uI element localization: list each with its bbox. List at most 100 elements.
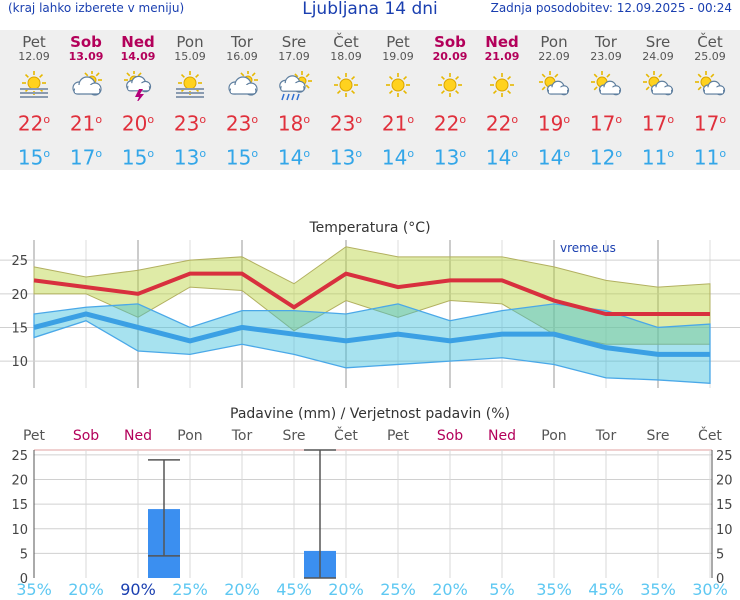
day-name: Sob — [70, 33, 102, 51]
day-date: 18.09 — [330, 50, 362, 63]
min-temperature: 15o — [121, 145, 155, 170]
daily-forecast-strip: Pet 12.09 22o 15o Sob 13.09 21o 17o Ned 14.09 20o 1… — [0, 30, 740, 170]
day-name: Pon — [540, 33, 568, 51]
day-column: Pet 19.09 21o 14o — [372, 30, 424, 168]
cloudy-icon — [72, 71, 102, 96]
partly-cloudy-icon — [539, 71, 570, 96]
min-temperature: 14o — [485, 145, 519, 170]
precip-probability: 25% — [380, 580, 416, 599]
max-temperature: 23o — [173, 111, 207, 136]
watermark-vreme-us: vreme.us — [560, 241, 616, 255]
day-column: Sre 24.09 17o 11o — [632, 30, 684, 168]
y-tick-label-left: 25 — [11, 449, 28, 464]
cloudy-icon — [228, 71, 258, 96]
partly-cloudy-icon — [643, 71, 674, 96]
y-tick-label: 10 — [11, 355, 28, 370]
precip-day-label: Sre — [282, 428, 306, 444]
day-date: 20.09 — [432, 50, 468, 63]
precip-probability: 35% — [640, 580, 676, 599]
day-column: Sob 13.09 21o 17o — [60, 30, 112, 168]
max-temperature: 21o — [69, 111, 103, 136]
min-temperature: 11o — [641, 145, 675, 170]
precip-probability: 35% — [16, 580, 52, 599]
day-date: 24.09 — [642, 50, 674, 63]
precip-day-label: Pet — [386, 428, 410, 444]
max-temperature-line — [33, 271, 710, 316]
precip-probability: 35% — [536, 580, 572, 599]
min-temperature: 17o — [69, 145, 103, 170]
last-updated: Zadnja posodobitev: 12.09.2025 - 00:24 — [490, 1, 732, 15]
day-column: Čet 18.09 23o 13o — [320, 30, 372, 168]
precip-day-label: Pon — [541, 428, 567, 444]
max-temperature: 22o — [433, 111, 467, 136]
min-temperature: 13o — [329, 145, 363, 170]
y-tick-label-right: 15 — [716, 498, 733, 513]
min-temperature: 11o — [693, 145, 727, 170]
precip-probability: 5% — [489, 580, 515, 599]
y-tick-label-right: 0 — [716, 572, 724, 586]
temperature-chart: 10 15 20 25 vreme.us — [0, 240, 740, 388]
y-tick-label-left: 10 — [11, 523, 28, 538]
day-column: Tor 16.09 23o 15o — [216, 30, 268, 168]
max-temperature: 23o — [225, 111, 259, 136]
precip-probability: 25% — [172, 580, 208, 599]
day-name: Tor — [595, 33, 617, 51]
min-temperature: 12o — [589, 145, 623, 170]
max-temperature: 17o — [693, 111, 727, 136]
day-name: Pet — [22, 33, 46, 51]
location-menu-hint[interactable]: (kraj lahko izberete v meniju) — [8, 1, 185, 15]
precip-probability: 20% — [328, 580, 364, 599]
day-name: Sob — [434, 33, 466, 51]
page-title: Ljubljana 14 dni — [302, 0, 438, 19]
y-tick-label-right: 5 — [716, 547, 724, 562]
day-date: 15.09 — [174, 50, 206, 63]
y-tick-label: 15 — [11, 321, 28, 336]
day-name: Ned — [121, 33, 155, 51]
precip-day-label: Sob — [72, 428, 100, 444]
precip-probability: 20% — [432, 580, 468, 599]
min-temperature: 14o — [277, 145, 311, 170]
precip-probability: 45% — [276, 580, 312, 599]
y-tick-label-left: 0 — [20, 572, 28, 586]
y-tick-label-left: 20 — [11, 474, 28, 489]
day-column: Ned 14.09 20o 15o — [112, 30, 164, 168]
temperature-chart-title: Temperatura (°C) — [309, 220, 431, 236]
min-temperature-line — [33, 311, 710, 357]
day-name: Tor — [231, 33, 253, 51]
day-date: 13.09 — [68, 50, 104, 63]
day-name: Sre — [281, 33, 307, 51]
precip-probability: 90% — [120, 580, 156, 599]
y-tick-label-right: 10 — [716, 523, 733, 538]
day-date: 23.09 — [590, 50, 622, 63]
day-name: Sre — [645, 33, 671, 51]
precipitation-chart: 0 0 5 5 10 10 15 15 20 20 25 25 — [11, 449, 733, 586]
rain-sun-icon — [279, 71, 312, 101]
sun-icon — [438, 73, 462, 97]
max-temperature: 21o — [381, 111, 415, 136]
precip-day-label: Sre — [646, 428, 670, 444]
max-temperature: 23o — [329, 111, 363, 136]
partly-cloudy-icon — [591, 71, 622, 96]
day-column: Pet 12.09 22o 15o — [8, 30, 60, 168]
min-temperature: 13o — [433, 145, 467, 170]
precip-probability: 30% — [692, 580, 728, 599]
max-temperature: 19o — [537, 111, 571, 136]
y-tick-label-left: 15 — [11, 498, 28, 513]
min-temperature: 13o — [173, 145, 207, 170]
precipitation-chart-title: Padavine (mm) / Verjetnost padavin (%) — [230, 406, 510, 422]
y-tick-label: 20 — [11, 288, 28, 303]
day-name: Čet — [697, 33, 723, 51]
precip-day-label: Ned — [124, 428, 152, 444]
precip-day-label: Sob — [436, 428, 464, 444]
day-column: Tor 23.09 17o 12o — [580, 30, 632, 168]
day-column: Pon 15.09 23o 13o — [164, 30, 216, 168]
day-column: Ned 21.09 22o 14o — [476, 30, 528, 168]
y-tick-label-left: 5 — [20, 547, 28, 562]
day-name: Čet — [333, 33, 359, 51]
max-temperature: 20o — [121, 111, 155, 136]
min-temperature: 14o — [381, 145, 415, 170]
day-date: 19.09 — [382, 50, 414, 63]
y-tick-label-right: 20 — [716, 474, 733, 489]
max-temperature: 22o — [485, 111, 519, 136]
sun-icon — [334, 73, 358, 97]
